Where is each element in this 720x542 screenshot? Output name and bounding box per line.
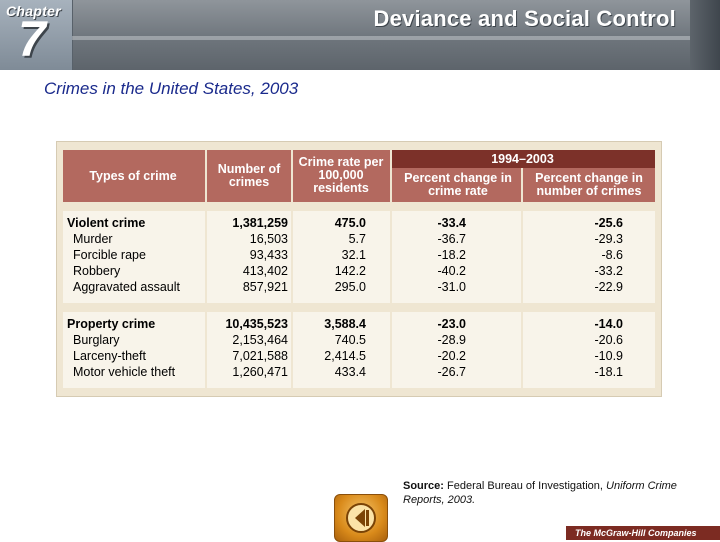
chapter-badge: Chapter 7	[0, 0, 73, 70]
cell-pct-number: -25.6	[594, 216, 624, 230]
cell-pct-rate: -31.0	[437, 280, 467, 294]
cell-type: Motor vehicle theft	[73, 365, 176, 379]
table-row: Burglary 2,153,464 740.5 -28.9 -20.6	[63, 332, 655, 348]
cell-type: Forcible rape	[73, 248, 146, 262]
cell-pct-rate: -33.4	[437, 216, 467, 230]
cell-number: 2,153,464	[232, 333, 288, 347]
cell-pct-number: -18.1	[594, 365, 624, 379]
header-number-of-crimes: Number of crimes	[217, 162, 281, 189]
violent-crime-block: Violent crime 1,381,259 475.0 -33.4 -25.…	[63, 211, 655, 303]
column-divider	[291, 312, 293, 388]
cell-number: 413,402	[242, 264, 288, 278]
cell-number: 857,921	[242, 280, 288, 294]
slide-title: Crimes in the United States, 2003	[44, 79, 299, 98]
table-row: Forcible rape 93,433 32.1 -18.2 -8.6	[63, 247, 655, 263]
header-divider	[521, 168, 523, 202]
crime-table: Types of crime Number of crimes Crime ra…	[56, 141, 662, 397]
cell-type: Larceny-theft	[73, 349, 146, 363]
cell-pct-rate: -28.9	[437, 333, 467, 347]
cell-rate: 295.0	[334, 280, 366, 294]
cell-pct-rate: -40.2	[437, 264, 467, 278]
table-row: Larceny-theft 7,021,588 2,414.5 -20.2 -1…	[63, 348, 655, 364]
cell-rate: 433.4	[334, 365, 366, 379]
publisher-logo: The McGraw-Hill Companies	[575, 528, 697, 538]
header-divider	[390, 150, 392, 202]
column-divider	[205, 211, 207, 303]
cell-number: 10,435,523	[225, 317, 288, 331]
cell-type: Burglary	[73, 333, 120, 347]
table-row: Violent crime 1,381,259 475.0 -33.4 -25.…	[63, 215, 655, 231]
back-button[interactable]	[334, 494, 388, 542]
source-text: Federal Bureau of Investigation,	[447, 480, 603, 492]
cell-rate: 475.0	[334, 216, 366, 230]
cell-pct-number: -10.9	[594, 349, 624, 363]
cell-pct-rate: -23.0	[437, 317, 467, 331]
header-percent-change-number: Percent change in number of crimes	[535, 171, 643, 198]
slide-header: Chapter 7 Deviance and Social Control	[0, 0, 720, 70]
header-divider	[205, 150, 207, 202]
cell-pct-rate: -20.2	[437, 349, 467, 363]
header-stripe	[72, 36, 720, 40]
header-period: 1994–2003	[390, 150, 655, 168]
column-divider	[521, 211, 523, 303]
cell-pct-rate: -18.2	[437, 248, 467, 262]
property-crime-block: Property crime 10,435,523 3,588.4 -23.0 …	[63, 312, 655, 388]
cell-type: Robbery	[73, 264, 121, 278]
table-header: Types of crime Number of crimes Crime ra…	[63, 150, 655, 202]
cell-rate: 5.7	[348, 232, 366, 246]
cell-pct-number: -20.6	[594, 333, 624, 347]
cell-rate: 32.1	[341, 248, 366, 262]
cell-rate: 2,414.5	[324, 349, 366, 363]
column-divider	[205, 312, 207, 388]
cell-type: Property crime	[67, 317, 156, 331]
table-row: Murder 16,503 5.7 -36.7 -29.3	[63, 231, 655, 247]
cell-rate: 3,588.4	[324, 317, 366, 331]
table-row: Aggravated assault 857,921 295.0 -31.0 -…	[63, 279, 655, 295]
cell-number: 16,503	[249, 232, 288, 246]
cell-number: 93,433	[249, 248, 288, 262]
cell-pct-number: -14.0	[594, 317, 624, 331]
column-divider	[390, 211, 392, 303]
table-row: Property crime 10,435,523 3,588.4 -23.0 …	[63, 316, 655, 332]
cell-pct-number: -29.3	[594, 232, 624, 246]
header-crime-rate: Crime rate per 100,000 residents	[298, 155, 384, 195]
chapter-label: Chapter	[6, 3, 61, 19]
chapter-number: 7	[18, 11, 46, 67]
table-row: Motor vehicle theft 1,260,471 433.4 -26.…	[63, 364, 655, 380]
cell-number: 7,021,588	[232, 349, 288, 363]
column-divider	[521, 312, 523, 388]
cell-rate: 740.5	[334, 333, 366, 347]
cell-pct-number: -22.9	[594, 280, 624, 294]
column-divider	[390, 312, 392, 388]
header-divider	[291, 150, 293, 202]
chapter-title: Deviance and Social Control	[373, 6, 676, 31]
header-types-of-crime: Types of crime	[89, 169, 177, 183]
source-publication: Uniform Crime Reports, 2003.	[403, 480, 677, 506]
back-arrow-icon	[346, 503, 376, 533]
source-label: Source:	[403, 480, 444, 492]
header-edge	[690, 0, 720, 70]
cell-pct-number: -33.2	[594, 264, 624, 278]
header-percent-change-rate: Percent change in crime rate	[404, 171, 512, 198]
cell-type: Violent crime	[67, 216, 146, 230]
source-note: Source: Federal Bureau of Investigation,…	[403, 479, 693, 507]
cell-type: Murder	[73, 232, 113, 246]
cell-pct-number: -8.6	[601, 248, 623, 262]
column-divider	[291, 211, 293, 303]
cell-number: 1,381,259	[232, 216, 288, 230]
cell-number: 1,260,471	[232, 365, 288, 379]
table-row: Robbery 413,402 142.2 -40.2 -33.2	[63, 263, 655, 279]
cell-type: Aggravated assault	[73, 280, 181, 294]
cell-rate: 142.2	[334, 264, 366, 278]
cell-pct-rate: -36.7	[437, 232, 467, 246]
footer-bar	[566, 526, 720, 540]
cell-pct-rate: -26.7	[437, 365, 467, 379]
